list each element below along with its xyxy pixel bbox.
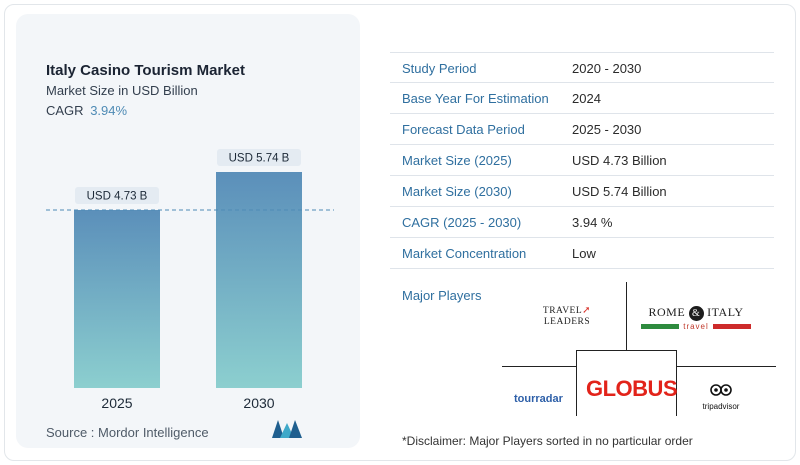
value-label-box <box>217 149 301 166</box>
ampersand-badge: & <box>688 306 704 321</box>
rome-italy-logo: ROME & ITALY travel <box>641 305 751 331</box>
table-row: Study Period 2020 - 2030 <box>390 52 774 83</box>
disclaimer-text: *Disclaimer: Major Players sorted in no … <box>402 434 693 448</box>
table-row: CAGR (2025 - 2030) 3.94 % <box>390 207 774 238</box>
chart-subtitle: Market Size in USD Billion <box>46 83 198 98</box>
cagr-row: CAGR 3.94% <box>46 103 127 118</box>
table-row-key: Base Year For Estimation <box>402 91 549 106</box>
tripadvisor-owl-icon <box>710 384 732 396</box>
table-row-key: Forecast Data Period <box>402 122 525 137</box>
bar-2025 <box>74 210 160 388</box>
tripadvisor-text: tripadvisor <box>702 402 740 411</box>
table-row: Market Size (2025) USD 4.73 Billion <box>390 145 774 176</box>
source-text: Source : Mordor Intelligence <box>46 425 209 440</box>
market-summary-table: Study Period 2020 - 2030 Base Year For Est… <box>390 52 774 269</box>
value-label: USD 5.74 B <box>229 153 290 165</box>
travel-leaders-swoosh-icon: ➚ <box>582 305 592 316</box>
value-label-box <box>75 187 159 205</box>
players-divider-right <box>676 366 776 367</box>
table-row-value: Low <box>572 246 596 261</box>
major-players-label: Major Players <box>402 288 482 303</box>
table-row-value: 2020 - 2030 <box>572 61 642 76</box>
x-tick-label: 2025 <box>101 395 132 411</box>
tripadvisor-logo: tripadvisor <box>698 383 744 411</box>
table-row-key: CAGR (2025 - 2030) <box>402 215 522 230</box>
table-row-value: USD 4.73 Billion <box>572 153 667 168</box>
table-row: Market Size (2030) USD 5.74 Billion <box>390 176 774 207</box>
table-row: Forecast Data Period 2025 - 2030 <box>390 114 774 145</box>
travel-leaders-line1: TRAVEL <box>542 306 583 316</box>
travel-leaders-line2: LEADERS <box>543 317 591 327</box>
value-label: USD 4.73 B <box>87 191 148 203</box>
bar-chart: USD 4.73 B 2025 USD 5.74 B 2030 <box>46 149 334 411</box>
x-tick-label: 2030 <box>243 395 274 411</box>
players-divider-left <box>502 366 576 367</box>
globus-logo: GLOBUS <box>586 376 678 401</box>
travel-leaders-logo: TRAVEL➚ LEADERS <box>532 305 602 328</box>
table-row-value: 3.94 % <box>572 215 613 230</box>
cagr-label: CAGR <box>46 103 84 118</box>
cagr-value: 3.94% <box>90 103 128 118</box>
players-divider-globus-left <box>576 350 577 416</box>
table-row-key: Study Period <box>402 61 477 76</box>
italy-text: ITALY <box>707 305 744 319</box>
table-row-value: 2024 <box>572 91 601 106</box>
tourradar-logo: tourradar <box>514 393 563 405</box>
players-divider-vertical-top <box>626 282 627 350</box>
table-row: Market Concentration Low <box>390 238 774 269</box>
players-divider-globus-top <box>576 350 676 351</box>
table-row-key: Market Size (2025) <box>402 153 512 168</box>
table-row: Base Year For Estimation 2024 <box>390 83 774 114</box>
table-row-value: 2025 - 2030 <box>572 122 642 137</box>
table-row-key: Market Size (2030) <box>402 184 512 199</box>
mordor-logo-icon <box>272 420 302 438</box>
chart-card <box>16 14 360 448</box>
rome-text: ROME <box>648 305 686 319</box>
bar-2030 <box>216 172 302 388</box>
chart-title: Italy Casino Tourism Market <box>46 62 245 79</box>
travel-subtext: travel <box>683 322 709 331</box>
table-row-value: USD 5.74 Billion <box>572 184 667 199</box>
italian-flag-bar: travel <box>641 322 751 331</box>
table-row-key: Market Concentration <box>402 246 527 261</box>
players-divider-globus-right <box>676 350 677 416</box>
